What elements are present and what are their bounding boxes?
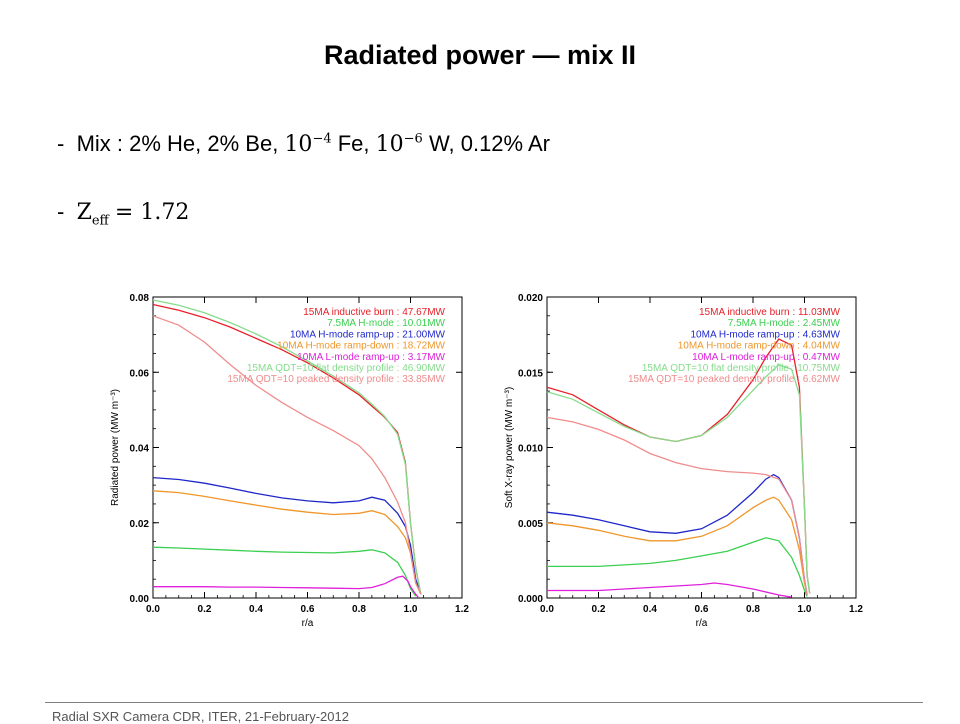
x-tick-label: 1.2: [455, 604, 469, 615]
x-tick-label: 0.8: [746, 604, 760, 615]
bullet-zeff: - Zeff = 1.72: [57, 199, 189, 228]
legend-entry-4: 10MA H-mode ramp-down : 4.04MW: [678, 341, 841, 352]
zeff-subscript: eff: [91, 213, 109, 229]
x-tick-label: 1.0: [798, 604, 812, 615]
zeff-symbol: Z: [76, 200, 92, 225]
legend-entry-1: 15MA inductive burn : 47.67MW: [303, 307, 445, 318]
x-tick-label: 0.4: [249, 604, 263, 615]
series-line-6: [546, 363, 811, 594]
legend-entry-7: 15MA QDT=10 peaked density profile : 33.…: [227, 374, 445, 385]
fe-text: Fe,: [337, 131, 370, 156]
series-line-5: [153, 575, 419, 598]
y-axis-label: Soft X-ray power (MW m⁻³): [504, 387, 515, 508]
x-tick-label: 0.6: [301, 604, 315, 615]
mix-lead-text: Mix : 2% He, 2% Be,: [76, 131, 279, 156]
y-tick-label: 0.020: [518, 293, 543, 304]
legend-entry-6: 15MA QDT=10 flat density profile : 10.75…: [642, 363, 841, 374]
zeff-value: = 1.72: [114, 200, 190, 225]
x-tick-label: 1.0: [404, 604, 418, 615]
y-tick-label: 0.015: [518, 368, 543, 379]
x-tick-label: 1.2: [849, 604, 863, 615]
bullet-dash: -: [57, 131, 65, 156]
w-power-base: 10: [375, 132, 404, 157]
series-line-6: [152, 299, 422, 595]
y-tick-label: 0.00: [130, 594, 150, 605]
legend-entry-5: 10MA L-mode ramp-up : 0.47MW: [692, 352, 840, 363]
legend-entry-4: 10MA H-mode ramp-down : 18.72MW: [277, 341, 445, 352]
footer-divider: [45, 702, 923, 703]
footer-text: Radial SXR Camera CDR, ITER, 21-February…: [52, 709, 349, 724]
x-tick-label: 0.0: [146, 604, 160, 615]
bullet-dash: -: [57, 199, 65, 224]
series-line-7: [546, 416, 808, 596]
chart-panel-1: 0.0 0.2 0.4 0.6 0.8 1.0 1.2 0.00 0.02 0.04 0.06 0.0…: [110, 293, 469, 629]
legend-entry-1: 15MA inductive burn : 11.03MW: [699, 307, 841, 318]
x-tick-label: 0.4: [643, 604, 657, 615]
legend-entry-3: 10MA H-mode ramp-up : 4.63MW: [691, 329, 841, 340]
w-power-exponent: −6: [403, 131, 423, 147]
x-axis-label: r/a: [302, 618, 314, 629]
legend-entry-7: 15MA QDT=10 peaked density profile : 6.6…: [628, 374, 841, 385]
x-tick-label: 0.2: [592, 604, 606, 615]
y-tick-label: 0.005: [518, 519, 543, 530]
series-line-2: [547, 537, 808, 597]
x-axis-label: r/a: [696, 618, 708, 629]
legend-entry-6: 15MA QDT=10 flat density profile : 46.90…: [247, 363, 446, 374]
y-tick-label: 0.08: [130, 293, 150, 304]
bullet-mix: - Mix : 2% He, 2% Be, 10−4 Fe, 10−6 W, 0…: [57, 131, 550, 157]
chart-panel-2: 0.0 0.2 0.4 0.6 0.8 1.0 1.2 0.000 0.005 0.010 0.01…: [504, 293, 863, 629]
series-line-4: [152, 490, 422, 595]
legend-entry-2: 7.5MA H-mode : 2.45MW: [728, 318, 841, 329]
y-axis-label: Radiated power (MW m⁻³): [110, 389, 121, 506]
slide-title: Radiated power — mix II: [323, 40, 637, 70]
x-tick-label: 0.2: [198, 604, 212, 615]
x-tick-label: 0.8: [352, 604, 366, 615]
x-tick-label: 0.0: [540, 604, 554, 615]
y-tick-label: 0.06: [130, 368, 150, 379]
legend-entry-5: 10MA L-mode ramp-up : 3.17MW: [297, 352, 445, 363]
series-line-3: [546, 473, 808, 596]
y-tick-label: 0.010: [518, 444, 543, 455]
series-line-2: [152, 546, 417, 597]
y-tick-label: 0.04: [130, 444, 150, 455]
series-line-4: [546, 496, 808, 596]
y-tick-label: 0.000: [518, 594, 543, 605]
legend-entry-3: 10MA H-mode ramp-up : 21.00MW: [290, 329, 446, 340]
y-tick-label: 0.02: [130, 519, 150, 530]
series-line-7: [152, 315, 422, 595]
w-ar-text: W, 0.12% Ar: [428, 131, 551, 156]
series-line-5: [547, 582, 792, 598]
x-tick-label: 0.6: [695, 604, 709, 615]
fe-power-base: 10: [284, 132, 313, 157]
fe-power-exponent: −4: [312, 131, 332, 147]
legend-entry-2: 7.5MA H-mode : 10.01MW: [327, 318, 445, 329]
